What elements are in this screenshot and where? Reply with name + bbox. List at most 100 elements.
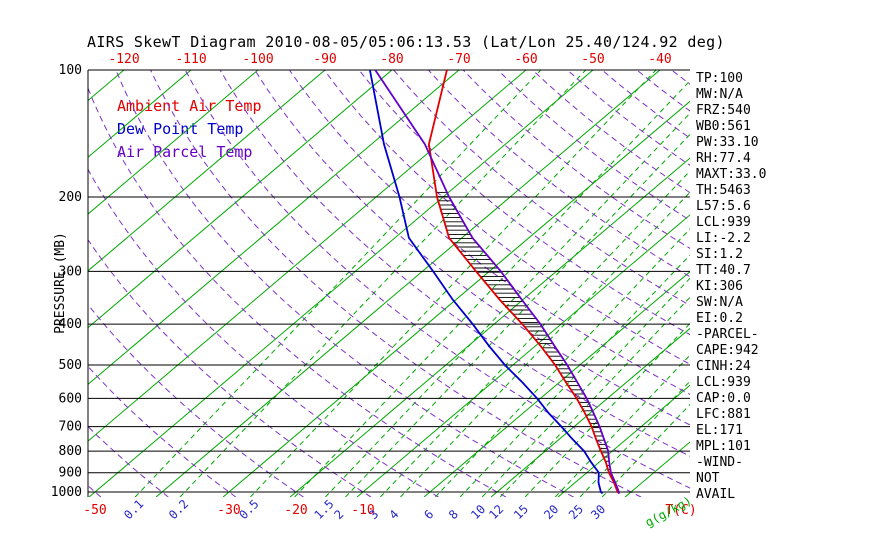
stat-line: CAPE:942	[696, 343, 759, 358]
dry-adiabat-line	[393, 70, 690, 307]
isotherm-line	[155, 70, 661, 497]
stat-line: FRZ:540	[696, 103, 751, 118]
stat-line: LCL:939	[696, 215, 751, 230]
top-temp-label: -50	[581, 52, 604, 67]
isotherm-line	[423, 271, 690, 497]
pressure-tick-label: 600	[59, 391, 82, 406]
stat-line: L57:5.6	[696, 199, 751, 214]
temp-unit-label: T(C)	[665, 503, 696, 518]
pressure-tick-label: 1000	[51, 485, 82, 500]
mixing-ratio-label: 4	[386, 507, 401, 522]
dry-adiabat-line	[289, 70, 690, 395]
cape-hatch	[436, 191, 611, 471]
ambient-temp-curve	[427, 70, 620, 495]
top-temp-label: -120	[108, 52, 139, 67]
pressure-tick-label: 900	[59, 466, 82, 481]
mixing-ratio-label: 20	[541, 502, 561, 522]
mixing-ratio-label: 15	[511, 502, 531, 522]
bottom-temp-label: -50	[83, 503, 106, 518]
mixing-ratio-line	[250, 70, 657, 497]
bottom-temp-label: -10	[351, 503, 374, 518]
stat-line: MAXT:33.0	[696, 167, 767, 182]
stat-line: -WIND-	[696, 455, 743, 470]
dry-adiabat-line	[88, 303, 304, 497]
mixing-ratio-label: 0.5	[236, 497, 261, 522]
mixing-ratio-line	[345, 133, 690, 497]
isotherm-line	[88, 70, 460, 386]
stat-line: EL:171	[696, 423, 743, 438]
dry-adiabat-line	[88, 238, 372, 497]
dry-adiabat-line	[88, 485, 102, 497]
pressure-tick-label: 500	[59, 358, 82, 373]
isotherm-line	[88, 70, 192, 158]
mixing-ratio-line	[294, 80, 690, 497]
dry-adiabat-line	[150, 70, 642, 497]
mixing-ratio-line	[434, 228, 690, 497]
isotherm-line	[557, 384, 690, 497]
pressure-tick-label: 200	[59, 190, 82, 205]
stat-line: KI:306	[696, 279, 743, 294]
legend-dew-point-temp: Dew Point Temp	[117, 120, 244, 138]
pressure-tick-label: 700	[59, 420, 82, 435]
dry-adiabat-line	[567, 70, 690, 166]
stat-line: CINH:24	[696, 359, 751, 374]
dry-adiabat-line	[88, 86, 507, 497]
isotherm-line	[222, 100, 690, 497]
stat-line: NOT	[696, 471, 720, 486]
parcel-temp-curve	[374, 70, 621, 494]
mixing-ratio-label: 8	[446, 507, 461, 522]
mixing-ratio-label: 6	[421, 507, 436, 522]
stat-line: RH:77.4	[696, 151, 751, 166]
dry-adiabat-line	[219, 70, 690, 457]
dry-adiabat-line	[323, 70, 690, 365]
stat-line: WB0:561	[696, 119, 751, 134]
dry-adiabat-line	[0, 70, 33, 497]
dry-adiabat-line	[254, 70, 690, 426]
stat-line: TT:40.7	[696, 263, 751, 278]
isotherm-line	[0, 70, 57, 497]
stats-panel: TP:100 MW:N/A FRZ:540 WB0:561 PW:33.10 RH:77.…	[696, 71, 766, 503]
mixing-ratio-line	[134, 70, 542, 497]
pressure-tick-label: 400	[59, 317, 82, 332]
isotherm-line	[88, 70, 259, 215]
stat-line: AVAIL	[696, 487, 736, 502]
stat-line: MW:N/A	[696, 87, 743, 102]
chart-title: AIRS SkewT Diagram 2010-08-05/05:06:13.5…	[87, 33, 725, 51]
isotherm-line	[490, 327, 690, 497]
top-temp-label: -40	[648, 52, 671, 67]
stat-line: SI:1.2	[696, 247, 743, 262]
top-temp-label: -60	[514, 52, 537, 67]
top-temp-label: -110	[175, 52, 206, 67]
stat-line: EI:0.2	[696, 311, 743, 326]
isotherm-line	[88, 70, 594, 497]
dry-adiabat-line	[497, 70, 690, 221]
top-temp-label: -70	[447, 52, 470, 67]
mixing-ratio-label: 0.1	[121, 497, 146, 522]
mixing-ratio-line	[459, 254, 690, 497]
dry-adiabat-line	[358, 70, 690, 336]
mixing-ratio-line	[325, 112, 690, 497]
dry-adiabat-line	[462, 70, 690, 249]
pressure-tick-label: 100	[59, 63, 82, 78]
top-temp-label: -90	[313, 52, 336, 67]
mixing-ratio-label: 30	[588, 502, 608, 522]
mixing-ratio-label: 0.2	[166, 497, 191, 522]
dry-adiabat-line	[88, 168, 439, 497]
top-temp-label: -100	[242, 52, 273, 67]
isotherm-line	[88, 70, 393, 329]
stat-line: TH:5463	[696, 183, 751, 198]
legend: Ambient Air Temp Dew Point Temp Air Parc…	[117, 95, 262, 164]
dry-adiabat-line	[88, 425, 169, 497]
skewt-grid	[0, 70, 690, 497]
stat-line: -PARCEL-	[696, 327, 759, 342]
stat-line: TP:100	[696, 71, 743, 86]
stat-line: LCL:939	[696, 375, 751, 390]
isotherm-line	[356, 214, 690, 497]
mixing-ratio-label: 2	[332, 507, 347, 522]
stat-line: PW:33.10	[696, 135, 759, 150]
stat-line: SW:N/A	[696, 295, 743, 310]
isotherm-line	[289, 157, 690, 497]
stat-line: LI:-2.2	[696, 231, 751, 246]
mixing-ratio-line	[179, 70, 587, 497]
